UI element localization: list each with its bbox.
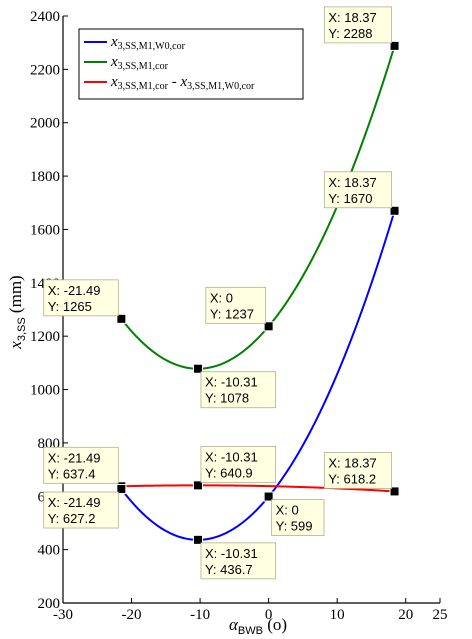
x-tick-label: -30	[53, 607, 73, 623]
y-tick-label: 1800	[30, 169, 60, 185]
datatip-box	[323, 171, 392, 209]
y-tick-label: 1200	[30, 329, 60, 345]
datatip-box	[323, 452, 392, 489]
datatip-x-label: X: -10.31	[205, 449, 258, 464]
x-tick-label: 25	[433, 607, 448, 623]
y-tick-label: 200	[38, 596, 61, 612]
x-axis-label: αBWB (o)	[229, 615, 287, 637]
datatip-y-label: Y: 1670	[328, 191, 372, 206]
datatip-marker	[192, 534, 203, 545]
datatip-box	[323, 6, 392, 44]
datatip-marker	[263, 491, 274, 502]
datatip-x-label: X: 18.37	[328, 10, 376, 25]
datatip-y-label: Y: 599	[276, 519, 313, 534]
datatip-x-label: X: 0	[276, 503, 299, 518]
datatip-marker	[389, 205, 400, 216]
x-tick-label: 10	[330, 607, 345, 623]
datatip-marker	[263, 321, 274, 332]
datatip-box	[43, 491, 119, 529]
datatip-marker	[116, 313, 127, 324]
datatip-x-label: X: 18.37	[328, 175, 376, 190]
legend-box	[78, 28, 304, 100]
datatip-y-label: Y: 1265	[48, 299, 92, 314]
y-tick-label: 1600	[30, 222, 60, 238]
datatip-x-label: X: 0	[210, 290, 233, 305]
datatip-y-label: Y: 2288	[328, 26, 372, 41]
datatip: X: -10.31Y: 1078	[200, 371, 276, 409]
datatip-x-label: X: -21.49	[48, 283, 101, 298]
datatip-marker	[389, 40, 400, 51]
series-line-3	[121, 484, 395, 493]
datatip-box	[43, 446, 119, 484]
datatip: X: -10.31Y: 436.7	[200, 542, 276, 580]
datatip: X: 18.37Y: 2288	[323, 6, 392, 44]
datatip-y-label: Y: 618.2	[328, 471, 376, 486]
datatip-y-label: Y: 627.2	[48, 511, 96, 526]
x-tick-label: 20	[398, 607, 413, 623]
datatip-marker	[116, 484, 127, 495]
y-tick-label: 1000	[30, 383, 60, 399]
datatip-y-label: Y: 436.7	[205, 562, 253, 577]
x-tick-label: -10	[190, 607, 210, 623]
legend-label-2: x3,SS,M1,cor	[110, 54, 169, 72]
datatip-box	[200, 371, 276, 409]
datatip-box	[200, 542, 276, 580]
datatip: X: -10.31Y: 640.9	[200, 445, 276, 483]
y-axis-label: x3,SS (mm)	[6, 275, 28, 349]
datatip-x-label: X: -21.49	[48, 495, 101, 510]
datatip: X: 0Y: 1237	[205, 286, 267, 324]
datatip-markers	[116, 40, 400, 545]
datatip-box	[205, 286, 267, 324]
y-tick-label: 400	[38, 543, 61, 559]
datatip: X: 18.37Y: 618.2	[323, 452, 392, 489]
datatip: X: 18.37Y: 1670	[323, 171, 392, 209]
datatip-y-label: Y: 637.4	[48, 466, 96, 481]
datatip-box	[43, 279, 119, 317]
datatip-y-label: Y: 1237	[210, 306, 254, 321]
datatip-marker	[192, 363, 203, 374]
datatip-marker	[389, 486, 400, 497]
y-tick-label: 2000	[30, 116, 60, 132]
datatip-x-label: X: -21.49	[48, 450, 101, 465]
legend: x3,SS,M1,W0,cor x3,SS,M1,cor x3,SS,M1,cor …	[78, 28, 304, 100]
y-tick-label: 2400	[30, 9, 60, 25]
datatip: X: -21.49Y: 627.2	[43, 491, 119, 529]
x-tick-label: 0	[265, 607, 273, 623]
datatip: X: 0Y: 599	[271, 499, 325, 536]
datatip: X: -21.49Y: 637.4	[43, 446, 119, 484]
legend-label-3: x3,SS,M1,cor - x3,SS,M1,W0,cor	[110, 74, 255, 92]
series-line-1	[120, 210, 396, 541]
y-tick-label: 2200	[30, 62, 60, 78]
datatip-box	[200, 445, 276, 483]
datatip-box	[271, 499, 325, 536]
legend-label-1: x3,SS,M1,W0,cor	[110, 34, 186, 52]
datatip-x-label: X: -10.31	[205, 375, 258, 390]
datatip-x-label: X: 18.37	[328, 455, 376, 470]
datatip-marker	[192, 480, 203, 491]
datatip-x-label: X: -10.31	[205, 546, 258, 561]
datatip: X: -21.49Y: 1265	[43, 279, 119, 317]
x-tick-label: -20	[122, 607, 142, 623]
datatip-y-label: Y: 640.9	[205, 465, 253, 480]
datatip-y-label: Y: 1078	[205, 391, 249, 406]
